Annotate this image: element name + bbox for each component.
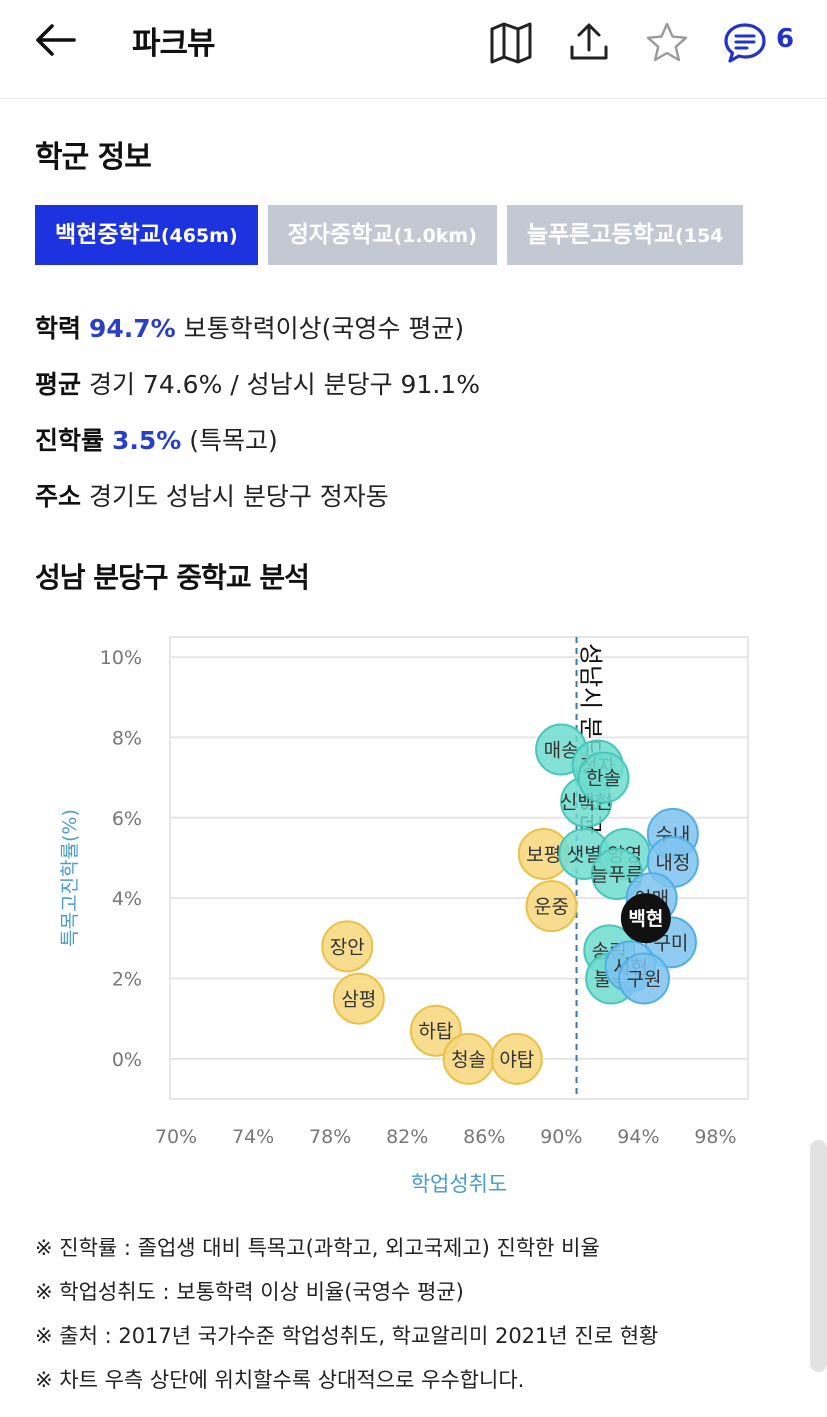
info-text: 보통학력이상(국영수 평균) [183,314,465,343]
x-tick-label: 90% [540,1126,582,1148]
point-label: 운중 [534,896,569,918]
point-label: 백현 [628,908,663,930]
chart-notes: ※ 진학률 : 졸업생 대비 특목고(과학고, 외고국제고) 진학한 비율 ※ … [35,1230,658,1406]
tab-label: 정자중학교 [287,222,394,248]
note-advancement: ※ 진학률 : 졸업생 대비 특목고(과학고, 외고국제고) 진학한 비율 [35,1236,600,1260]
point-label: 청솔 [451,1049,486,1071]
tab-distance: (1.0km) [393,225,477,247]
school-info-title: 학군 정보 [35,140,152,175]
point-label: 구원 [626,968,661,990]
x-axis-title: 학업성취도 [411,1172,508,1196]
scatter-point [490,1032,543,1085]
info-label: 평균 [35,370,82,399]
info-label: 진학률 [35,426,105,455]
y-tick-label: 0% [112,1049,142,1071]
x-tick-label: 78% [309,1126,351,1148]
info-label: 주소 [35,482,82,511]
info-row-advancement: 진학률 3.5% (특목고) [35,421,278,457]
y-tick-label: 2% [112,968,142,990]
point-label: 하탑 [418,1021,453,1043]
y-axis-title: 특목고진학률(%) [59,809,81,947]
point-label: 보평 [526,844,561,866]
analysis-title: 성남 분당구 중학교 분석 [35,561,310,594]
point-label: 구미 [653,932,688,954]
top-app-bar: 파크뷰 6 [0,0,827,99]
tab-neulpureun-high[interactable]: 늘푸른고등학교(154 [506,205,744,265]
note-interpretation: ※ 차트 우측 상단에 위치할수록 상대적으로 우수합니다. [35,1368,525,1392]
scatter-chart: 0%2%4%6%8%10%70% 74% 78% 82% 86% 90% 94% 98%성남시… [59,636,749,1196]
tab-distance: (154 [675,225,724,247]
share-icon[interactable] [566,20,612,66]
scatter-point [332,972,385,1025]
comment-count[interactable]: 6 [776,24,795,54]
info-row-achievement: 학력 94.7% 보통학력이상(국영수 평균) [35,309,464,345]
info-row-address: 주소 경기도 성남시 분당구 정자동 [35,477,389,513]
comment-icon[interactable] [722,20,768,66]
scrollbar-thumb[interactable] [810,1140,827,1372]
note-achievement: ※ 학업성취도 : 보통학력 이상 비율(국영수 평균) [35,1280,464,1304]
point-label: 샛별 [567,844,602,866]
school-tabs: 백현중학교(465m) 정자중학교(1.0km) 늘푸른고등학교(154 [35,205,827,267]
x-tick-label: 86% [463,1126,505,1148]
scatter-point [321,920,374,973]
tab-label: 백현중학교 [55,222,161,248]
info-row-average: 평균 경기 74.6% / 성남시 분당구 91.1% [35,365,480,401]
x-tick-label: 70% [155,1126,197,1148]
info-text: 경기도 성남시 분당구 정자동 [88,482,389,511]
point-label: 삼평 [341,989,376,1011]
x-tick-label: 94% [617,1126,659,1148]
y-tick-label: 4% [112,888,142,910]
scatter-point [577,751,630,804]
y-tick-label: 10% [100,647,142,669]
x-tick-label: 74% [232,1126,274,1148]
tab-distance: (465m) [160,225,238,247]
map-icon[interactable] [488,20,534,66]
tab-baekhyeon-middle[interactable]: 백현중학교(465m) [35,205,258,265]
info-text: 경기 74.6% / 성남시 분당구 91.1% [88,370,480,399]
point-label: 한솔 [586,768,621,790]
scatter-point [620,893,671,944]
point-label: 매송 [544,739,579,761]
point-label: 내정 [655,852,690,874]
back-arrow-icon[interactable] [30,18,82,62]
info-label: 학력 [35,314,82,343]
point-label: 야탑 [499,1049,534,1071]
info-text: (특목고) [189,426,278,455]
scatter-point [525,880,578,933]
x-tick-label: 82% [386,1126,428,1148]
x-tick-label: 98% [694,1126,736,1148]
y-tick-label: 6% [112,808,142,830]
tab-jeongja-middle[interactable]: 정자중학교(1.0km) [267,205,497,265]
tab-label: 늘푸른고등학교 [526,222,676,248]
note-source: ※ 출처 : 2017년 국가수준 학업성취도, 학교알리미 2021년 진로 … [35,1324,659,1348]
star-icon[interactable] [644,20,690,66]
point-label: 장안 [330,936,365,958]
point-label: 늘푸른 [591,864,643,886]
info-highlight: 94.7% [88,314,176,343]
info-highlight: 3.5% [111,426,182,455]
y-tick-label: 8% [112,727,142,749]
page-title: 파크뷰 [132,26,216,62]
scatter-point [617,952,670,1005]
